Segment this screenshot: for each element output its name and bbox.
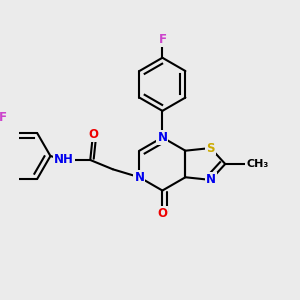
Text: F: F [0,111,7,124]
Text: O: O [158,207,167,220]
Text: S: S [206,142,215,154]
Text: O: O [88,128,98,141]
Text: CH₃: CH₃ [246,159,268,169]
Text: F: F [158,33,166,46]
Text: N: N [158,131,167,144]
Text: N: N [134,171,144,184]
Text: NH: NH [54,154,74,166]
Text: N: N [206,173,216,186]
